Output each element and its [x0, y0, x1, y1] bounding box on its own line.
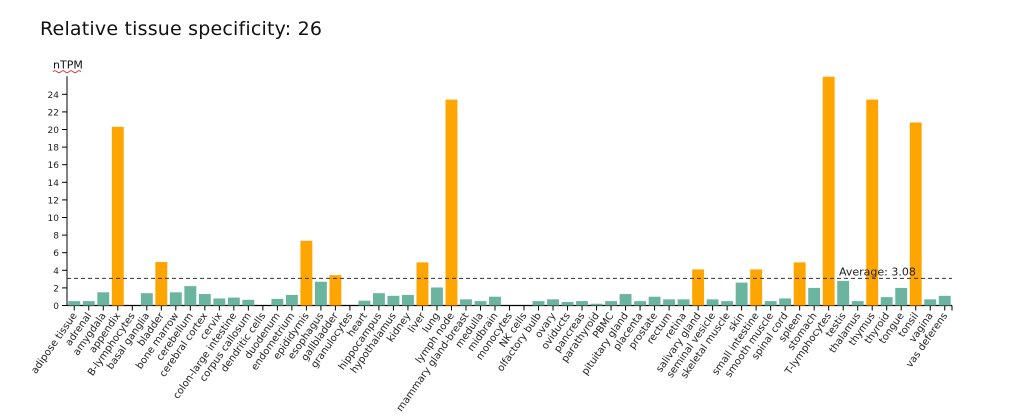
bar-amygdala: [97, 292, 110, 306]
y-tick-label: 0: [53, 302, 59, 312]
bar-adipose-tissue: [68, 301, 81, 306]
bar-rectum: [663, 299, 676, 306]
bar-adrenal: [82, 301, 95, 306]
bar-gallbladder: [329, 275, 342, 306]
y-tick-label: 18: [48, 144, 60, 154]
bar-thalamus: [851, 301, 864, 306]
bar-appendix: [111, 126, 124, 306]
bar-cervix: [213, 298, 226, 306]
bar-heart: [358, 300, 371, 306]
bar-smooth-muscle: [764, 301, 777, 306]
bar-colon-large-intestine: [227, 297, 240, 306]
average-label: Average: 3.08: [839, 265, 916, 278]
bar-placenta: [634, 301, 647, 306]
y-tick-label: 2: [53, 284, 59, 294]
bar-spleen: [793, 262, 806, 306]
bar-medulla: [474, 301, 487, 306]
bar-salivary-gland: [692, 269, 705, 306]
bar-midbrain: [489, 296, 501, 306]
bar-parathyroid: [590, 303, 603, 306]
bar-small-intestine: [750, 269, 763, 306]
bar-mammary-gland-breast: [460, 299, 472, 306]
bar-thymus: [866, 99, 879, 306]
bar-testis: [837, 280, 850, 306]
y-tick-label: 10: [48, 214, 60, 224]
y-tick-label: 14: [48, 179, 60, 189]
y-tick-label: 12: [48, 196, 59, 206]
bar-skeletal-muscle: [721, 301, 734, 306]
bar-oviducts: [561, 301, 574, 306]
bar-lung: [431, 287, 443, 306]
bar-tonsil: [909, 122, 922, 306]
bar-epididymis: [300, 240, 313, 306]
bar-seminal-vesicle: [706, 299, 719, 306]
spellcheck-underline: [52, 70, 82, 74]
bar-bladder: [155, 261, 168, 306]
y-tick-label: 8: [53, 232, 59, 242]
bar-vas-deferens: [938, 295, 951, 306]
y-tick-label: 6: [53, 249, 59, 259]
bar-bone-marrow: [169, 292, 182, 306]
y-tick-label: 20: [48, 126, 60, 136]
bar-basal-ganglia: [140, 293, 153, 306]
bar-olfactory-bulb: [532, 301, 545, 306]
y-axis-label: nTPM: [53, 59, 83, 72]
y-tick-label: 24: [48, 91, 60, 101]
bar-cerebral-cortex: [198, 294, 211, 306]
bar-esophagus: [314, 281, 327, 306]
bar-stomach: [808, 287, 821, 306]
chart-title: Relative tissue specificity: 26: [40, 18, 323, 40]
bar-pancreas: [576, 301, 588, 306]
bar-vagina: [924, 299, 937, 306]
bar-lymph-node: [445, 99, 458, 306]
bar-spinal-cord: [779, 298, 792, 306]
bar-corpus-callosum: [242, 299, 255, 306]
bar-liver: [416, 262, 429, 306]
bar-pituitary-gland: [619, 294, 632, 306]
bar-thyroid: [880, 297, 893, 306]
bar-t-lymphocytes: [822, 76, 835, 306]
y-tick-label: 22: [48, 108, 59, 118]
bar-skin: [735, 282, 748, 306]
bar-duodenum: [271, 298, 284, 306]
bar-retina: [677, 299, 690, 306]
bar-pbmc: [605, 301, 618, 306]
bar-hypothalamus: [387, 295, 400, 306]
y-tick-label: 16: [48, 161, 60, 171]
bar-prostate: [648, 296, 661, 306]
bar-kidney: [401, 294, 414, 306]
bar-hippocampus: [372, 293, 385, 306]
bar-ovary: [547, 299, 559, 306]
bar-tongue: [895, 287, 908, 306]
y-tick-label: 4: [53, 267, 59, 277]
bar-endometrium: [285, 294, 298, 306]
bar-cerebellum: [184, 286, 197, 306]
